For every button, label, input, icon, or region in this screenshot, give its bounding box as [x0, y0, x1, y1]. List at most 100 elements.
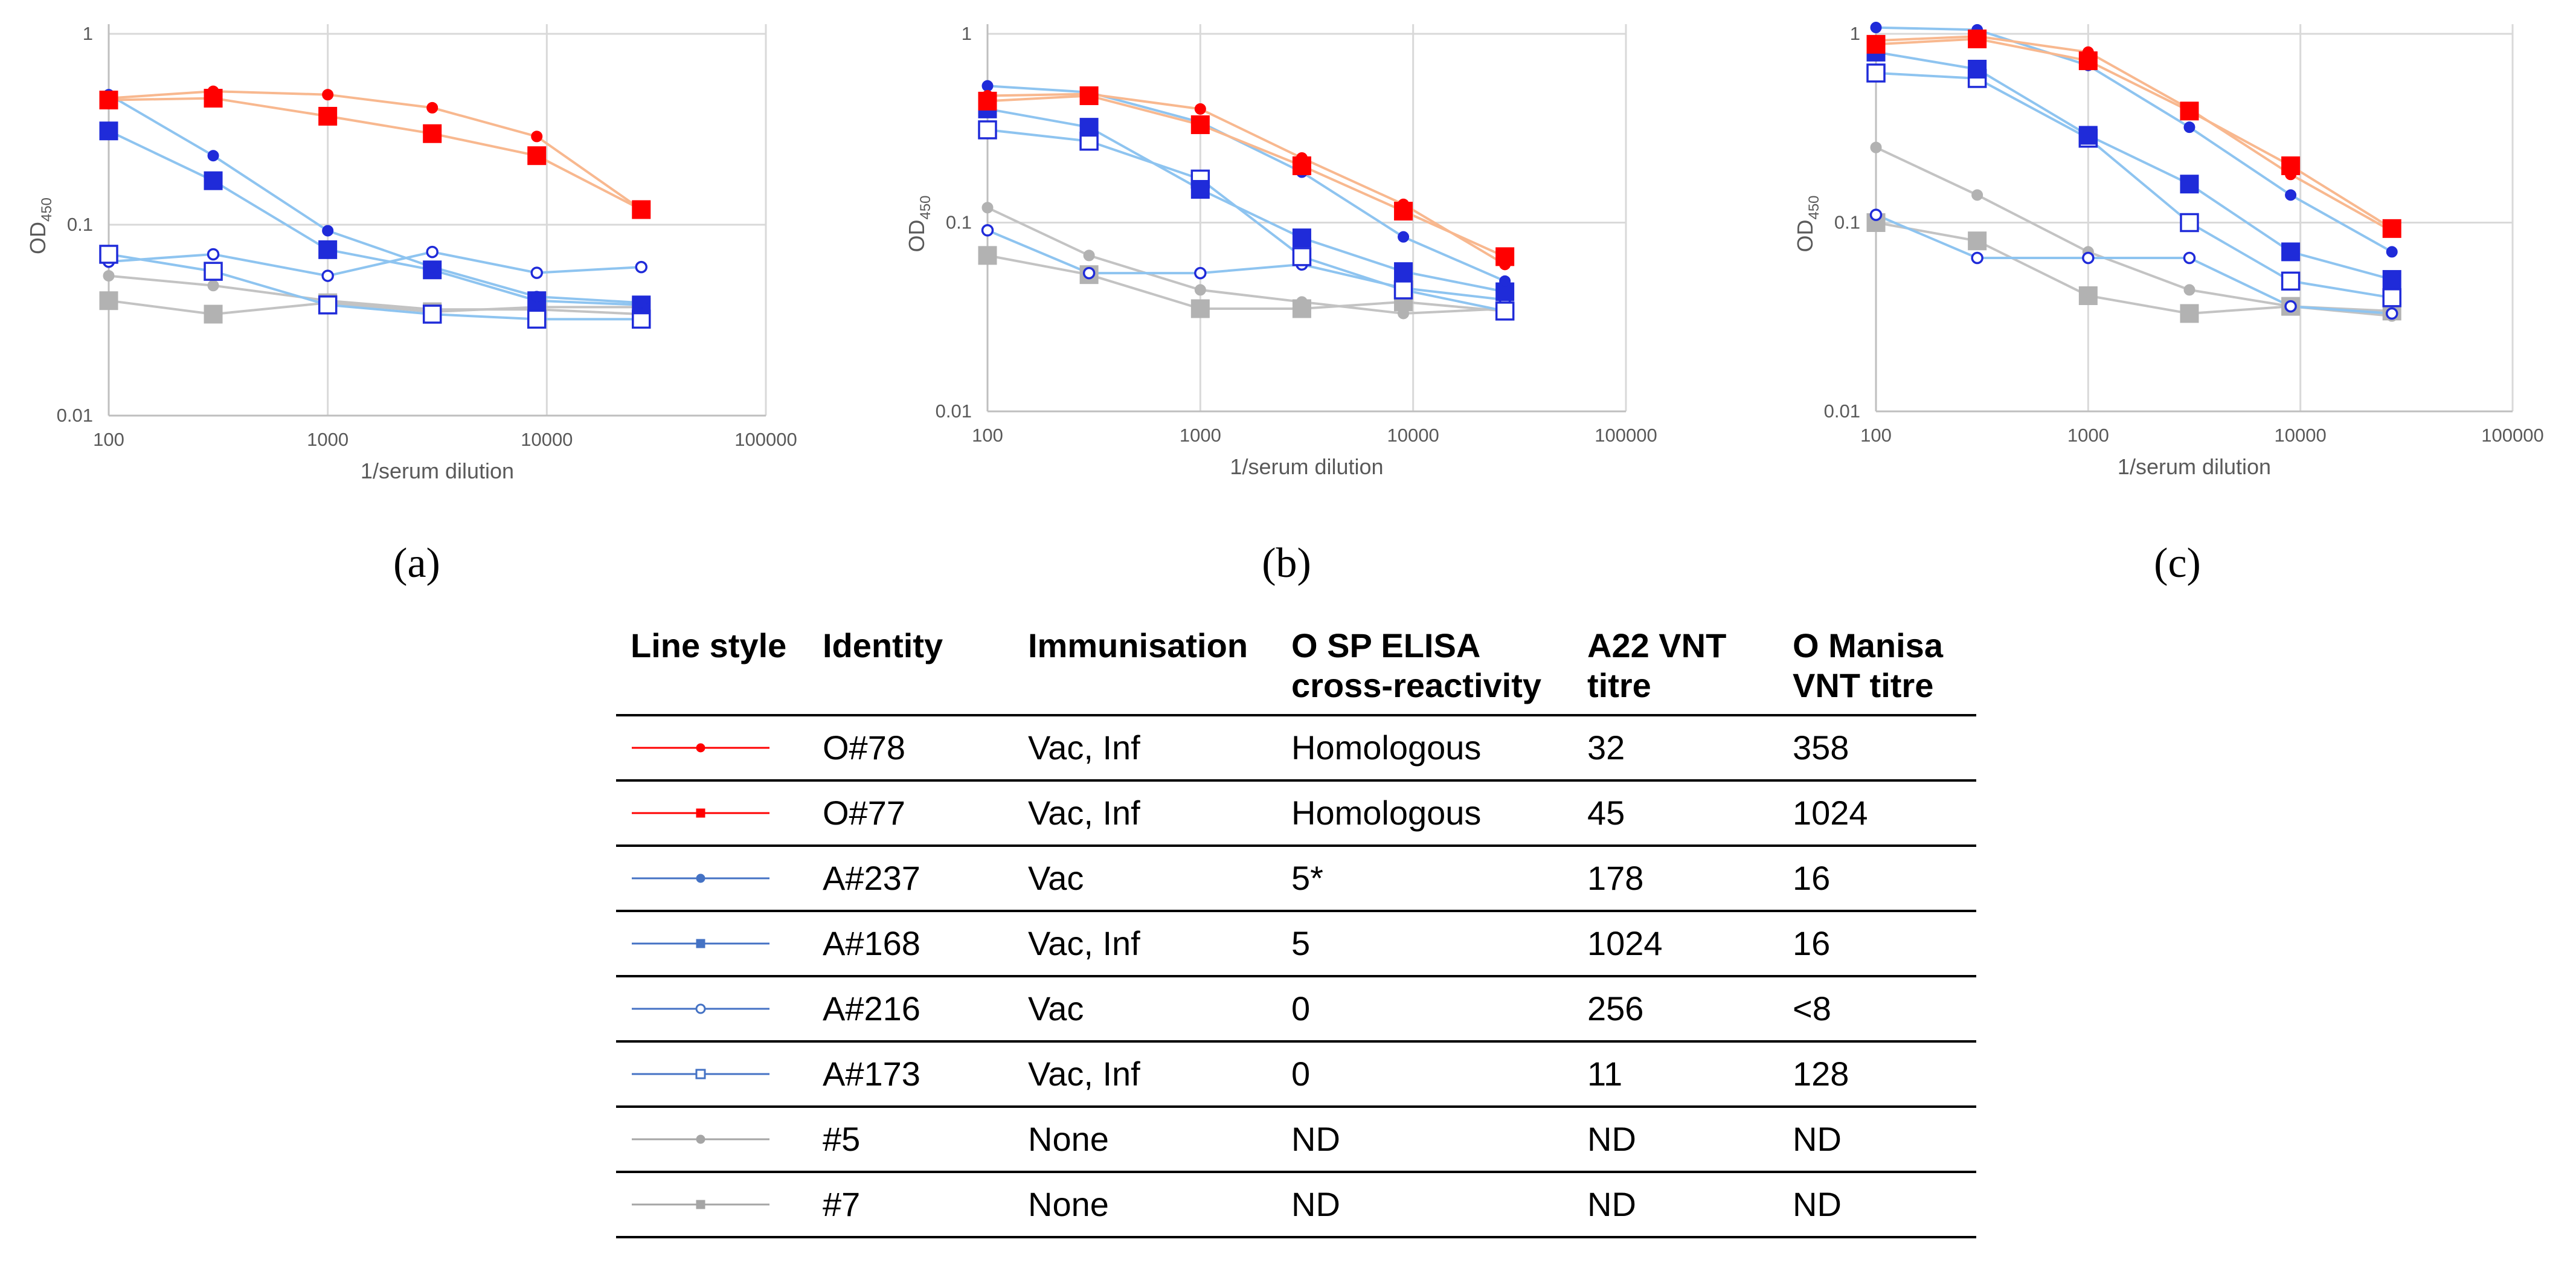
table-row: A#216 Vac 0 256 <8: [616, 976, 1976, 1043]
plot-area: [988, 24, 1626, 411]
elisa-cell: 5*: [1277, 846, 1573, 912]
panel-label: (a): [393, 540, 440, 587]
series-line-a216: [987, 229, 1505, 301]
y-tick-label: 0.1: [946, 212, 972, 233]
data-point-o78: [1194, 103, 1206, 115]
data-point-a173: [2382, 288, 2401, 307]
data-point-o78: [322, 89, 334, 101]
omanisa-titre-cell: 16: [1778, 911, 1976, 977]
data-point-a216: [1194, 266, 1207, 280]
data-point-o78: [2183, 103, 2195, 115]
data-point-a168: [1190, 179, 1210, 199]
x-tick-label: 1000: [2067, 425, 2109, 446]
data-point-7: [204, 304, 223, 324]
figure: 0.01 0.1 1 100 1000 10000 100000 1/serum diluti…: [25, 22, 2544, 587]
data-point-o78: [531, 130, 543, 143]
header-elisa: O SP ELISA cross-reactivity: [1277, 620, 1573, 716]
series-line-a216: [1875, 213, 2392, 315]
header-line-style: Line style: [616, 620, 808, 716]
swatch-a237: [632, 873, 769, 883]
data-point-a216: [1869, 208, 1883, 221]
data-point-a237: [1398, 231, 1410, 243]
data-point-o77: [318, 106, 338, 126]
data-point-a173: [2281, 271, 2301, 291]
x-tick-label: 100000: [2481, 425, 2543, 446]
line-style-swatch: [616, 846, 808, 912]
x-axis-label: 1/serum dilution: [361, 458, 514, 483]
data-point-5: [207, 280, 219, 292]
data-point-a168: [1968, 59, 1987, 79]
a22-titre-cell: 45: [1573, 780, 1778, 847]
header-omanisa-titre: O Manisa VNT titre: [1778, 620, 1976, 716]
table-row: O#78 Vac, Inf Homologous 32 358: [616, 715, 1976, 782]
data-point-o78: [426, 101, 438, 114]
data-point-a216: [426, 245, 438, 259]
data-point-a173: [1866, 63, 1886, 83]
swatch-marker: [696, 939, 705, 948]
data-point-o78: [1296, 152, 1308, 164]
data-point-a237: [981, 80, 994, 92]
x-tick-label: 10000: [521, 429, 573, 450]
swatch-a168: [632, 939, 769, 948]
data-point-a168: [1079, 118, 1099, 137]
y-tick-label: 0.01: [57, 405, 93, 426]
header-a22-titre: A22 VNT titre: [1573, 620, 1778, 716]
data-point-a237: [207, 150, 219, 162]
data-point-a173: [318, 295, 338, 315]
table-row: #7 None ND ND ND: [616, 1172, 1976, 1238]
data-point-o78: [2082, 46, 2094, 58]
series-line-o77: [987, 94, 1506, 258]
identity-cell: A#216: [808, 976, 1013, 1043]
swatch-marker: [696, 743, 705, 753]
omanisa-titre-cell: 1024: [1778, 780, 1976, 847]
panel-label: (b): [1262, 540, 1311, 587]
data-point-5: [981, 202, 994, 214]
data-point-a216: [207, 248, 220, 261]
swatch-marker: [695, 1003, 706, 1014]
swatch-7: [632, 1200, 769, 1209]
data-point-a173: [1393, 280, 1413, 300]
omanisa-titre-cell: ND: [1778, 1172, 1976, 1238]
omanisa-titre-cell: 16: [1778, 846, 1976, 912]
data-point-a237: [2183, 121, 2195, 133]
swatch-5: [632, 1134, 769, 1144]
data-point-a216: [321, 269, 334, 282]
a22-titre-cell: 1024: [1573, 911, 1778, 977]
data-point-o77: [1190, 115, 1210, 134]
series-line-a168: [108, 129, 641, 306]
data-point-7: [1292, 299, 1311, 318]
swatch-marker: [696, 1134, 705, 1144]
y-axis-label: OD450: [1793, 195, 1822, 252]
line-style-swatch: [616, 976, 808, 1043]
data-point-a216: [2082, 251, 2095, 265]
data-point-a216: [530, 266, 543, 279]
series-line-a168: [1875, 51, 2392, 281]
y-tick-label: 0.1: [67, 214, 93, 235]
swatch-o78: [632, 743, 769, 753]
identity-cell: A#168: [808, 911, 1013, 977]
data-point-a168: [1394, 262, 1413, 281]
data-point-o78: [1398, 198, 1410, 210]
omanisa-titre-cell: ND: [1778, 1107, 1976, 1173]
swatch-marker: [695, 1069, 706, 1079]
omanisa-titre-cell: <8: [1778, 976, 1976, 1043]
x-tick-label: 100000: [734, 429, 797, 450]
series-line-a168: [987, 108, 1506, 293]
data-point-o78: [207, 85, 219, 97]
data-point-a237: [322, 225, 334, 237]
plot-area: [109, 24, 766, 416]
data-point-a168: [318, 240, 338, 259]
swatch-a173: [632, 1069, 769, 1079]
data-point-o78: [1870, 34, 1882, 47]
legend-header-row: Line style Identity Immunisation O SP EL…: [616, 620, 1976, 716]
data-point-a168: [2382, 270, 2401, 289]
a22-titre-cell: ND: [1573, 1107, 1778, 1173]
data-point-5: [2183, 284, 2195, 296]
series-line-o78: [108, 90, 642, 211]
table-row: A#173 Vac, Inf 0 11 128: [616, 1041, 1976, 1108]
data-point-a173: [978, 120, 997, 140]
data-point-a237: [1499, 275, 1511, 287]
line-style-swatch: [616, 715, 808, 782]
elisa-cell: Homologous: [1277, 715, 1573, 782]
data-point-a168: [2078, 126, 2098, 145]
